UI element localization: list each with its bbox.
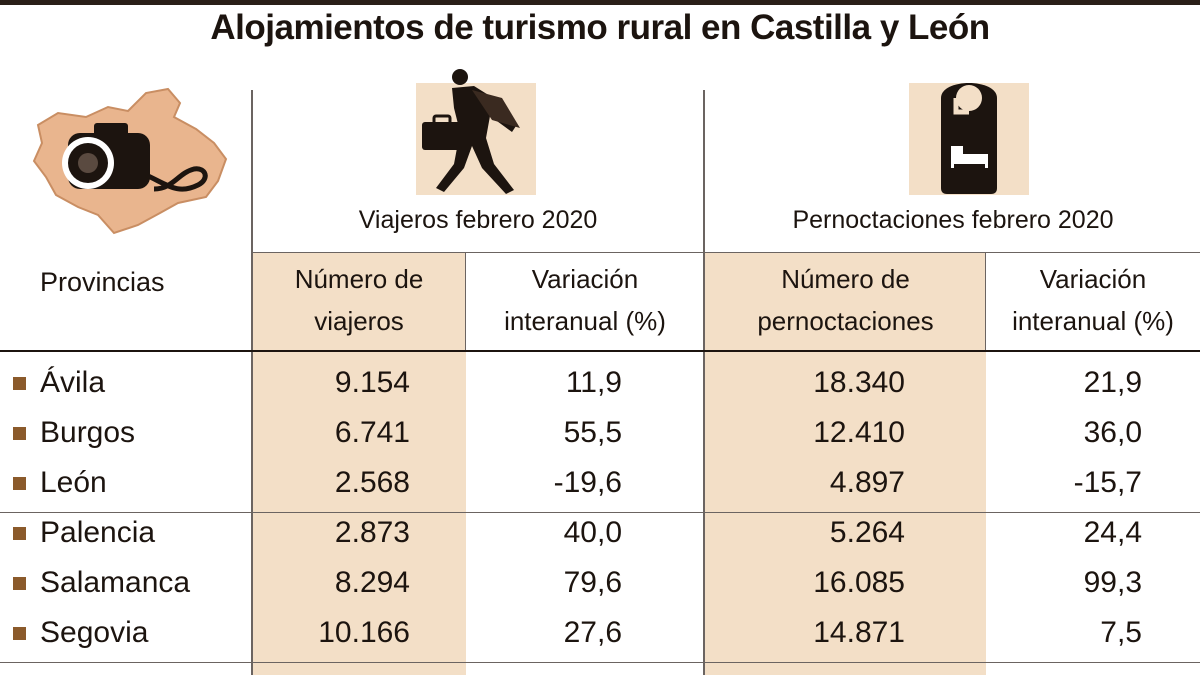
cell-viajeros: 2.873: [334, 516, 410, 549]
cell-pernoctaciones: 5.264: [829, 516, 905, 549]
separator-var-viajeros: [465, 253, 466, 350]
separator-viajeros: [703, 90, 705, 675]
header-rule: [0, 350, 1200, 352]
cell-pernoctaciones: 4.897: [829, 466, 905, 499]
group-rule: [252, 252, 1200, 253]
cell-var-viajeros: -19,6: [553, 466, 622, 499]
header-line: Variación: [531, 264, 639, 294]
cell-var-pernoctaciones: 99,3: [1083, 566, 1142, 599]
row-group-rule: [0, 512, 1200, 513]
header-numero-viajeros: Número de viajeros: [252, 258, 466, 342]
province-name: León: [40, 466, 107, 499]
province-name: Segovia: [40, 616, 149, 649]
door-hanger-bed-icon: [941, 83, 997, 194]
header-numero-pernoctaciones: Número de pernoctaciones: [705, 258, 986, 342]
cell-pernoctaciones: 14.871: [813, 616, 905, 649]
header-variacion-viajeros: Variación interanual (%): [467, 258, 703, 342]
header-line: interanual (%): [504, 306, 666, 336]
row-bullet: [13, 627, 26, 640]
province-name: Palencia: [40, 516, 156, 549]
cell-var-viajeros: 55,5: [563, 416, 622, 449]
separator-var-pernoctaciones: [985, 253, 986, 350]
table-row: León 2.568 -19,6 4.897 -15,7: [0, 460, 1200, 510]
cell-var-viajeros: 79,6: [563, 566, 622, 599]
row-bullet: [13, 527, 26, 540]
provincias-header: Provincias: [40, 267, 165, 297]
row-bullet: [13, 377, 26, 390]
cell-var-pernoctaciones: -15,7: [1073, 466, 1142, 499]
header-line: interanual (%): [1012, 306, 1174, 336]
chart-title: Alojamientos de turismo rural en Castill…: [210, 8, 990, 47]
cell-viajeros: 8.294: [334, 566, 410, 599]
header-line: pernoctaciones: [757, 306, 934, 336]
table-row: Salamanca 8.294 79,6 16.085 99,3: [0, 560, 1200, 610]
province-name: Burgos: [40, 416, 136, 449]
cell-viajeros: 10.166: [318, 616, 410, 649]
table-row: Ávila 9.154 11,9 18.340 21,9: [0, 360, 1200, 410]
table-row: Palencia 2.873 40,0 5.264 24,4: [0, 510, 1200, 560]
group-label-pernoctaciones: Pernoctaciones febrero 2020: [792, 206, 1114, 234]
cell-var-pernoctaciones: 21,9: [1083, 366, 1142, 399]
top-rule: [0, 0, 1200, 5]
header-variacion-pernoctaciones: Variación interanual (%): [986, 258, 1200, 342]
province-name: Salamanca: [40, 566, 191, 599]
traveler-icon: [422, 69, 520, 194]
row-bullet: [13, 577, 26, 590]
pernoctaciones-column-shade: [705, 253, 986, 675]
separator-provincias: [251, 90, 253, 675]
province-name: Ávila: [40, 366, 106, 399]
header-line: viajeros: [314, 306, 404, 336]
group-label-viajeros: Viajeros febrero 2020: [358, 206, 598, 234]
cell-pernoctaciones: 16.085: [813, 566, 905, 599]
row-group-rule-bottom: [0, 662, 1200, 663]
header-line: Número de: [781, 264, 910, 294]
cell-viajeros: 2.568: [334, 466, 410, 499]
header-line: Número de: [294, 264, 424, 294]
cell-viajeros: 6.741: [334, 416, 410, 449]
viajeros-column-shade: [252, 253, 466, 675]
castilla-leon-map-camera-icon: [32, 87, 228, 235]
cell-pernoctaciones: 18.340: [813, 366, 905, 399]
cell-var-viajeros: 40,0: [563, 516, 622, 549]
cell-var-pernoctaciones: 24,4: [1083, 516, 1142, 549]
table-row: Burgos 6.741 55,5 12.410 36,0: [0, 410, 1200, 460]
cell-var-viajeros: 11,9: [565, 366, 622, 399]
cell-var-pernoctaciones: 36,0: [1083, 416, 1142, 449]
header-line: Variación: [1039, 264, 1147, 294]
row-bullet: [13, 427, 26, 440]
cell-var-viajeros: 27,6: [563, 616, 622, 649]
row-bullet: [13, 477, 26, 490]
table-row: Segovia 10.166 27,6 14.871 7,5: [0, 610, 1200, 660]
cell-viajeros: 9.154: [334, 366, 410, 399]
cell-pernoctaciones: 12.410: [813, 416, 905, 449]
cell-var-pernoctaciones: 7,5: [1100, 616, 1142, 649]
